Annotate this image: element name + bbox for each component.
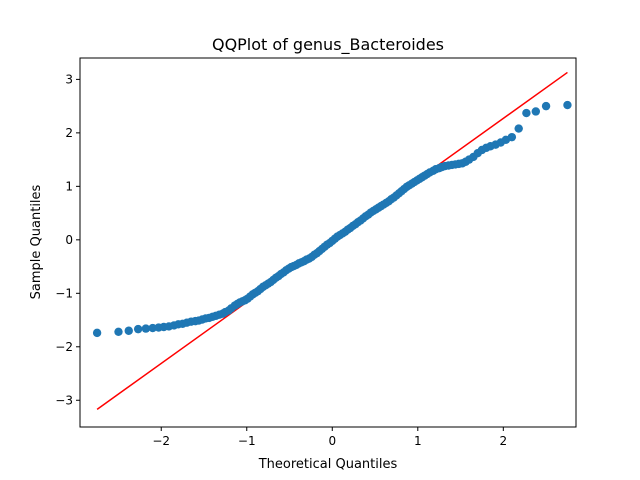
data-point	[141, 324, 151, 333]
y-tick-label: 2	[65, 126, 73, 140]
y-tick-label: 1	[65, 179, 73, 193]
y-tick-label: −3	[55, 393, 73, 407]
y-tick-label: 3	[65, 72, 73, 86]
x-tick-label: −1	[238, 434, 256, 448]
data-points	[92, 100, 572, 338]
data-point	[507, 132, 517, 142]
plot-area-frame	[79, 57, 577, 428]
data-point	[133, 324, 143, 334]
x-tick-label: 1	[414, 434, 422, 448]
data-point	[563, 100, 572, 110]
data-point	[522, 108, 531, 118]
chart-title: QQPlot of genus_Bacteroides	[212, 35, 444, 55]
x-tick-label: 0	[328, 434, 336, 448]
x-axis-label: Theoretical Quantiles	[258, 457, 398, 472]
data-point	[514, 124, 523, 133]
y-tick-label: 0	[65, 233, 73, 247]
data-point	[541, 101, 551, 111]
data-point	[124, 326, 133, 335]
y-tick-label: −1	[55, 286, 73, 300]
axis-ticks: −2 −1 0 1 2 −3 −2 −1 0 1 2 3	[55, 72, 507, 448]
y-axis-label: Sample Quantiles	[29, 184, 44, 299]
data-point	[531, 107, 541, 116]
data-point	[92, 328, 102, 338]
y-tick-label: −2	[55, 340, 73, 354]
data-point	[114, 327, 123, 337]
x-tick-label: 2	[499, 434, 507, 448]
x-tick-label: −2	[152, 434, 170, 448]
